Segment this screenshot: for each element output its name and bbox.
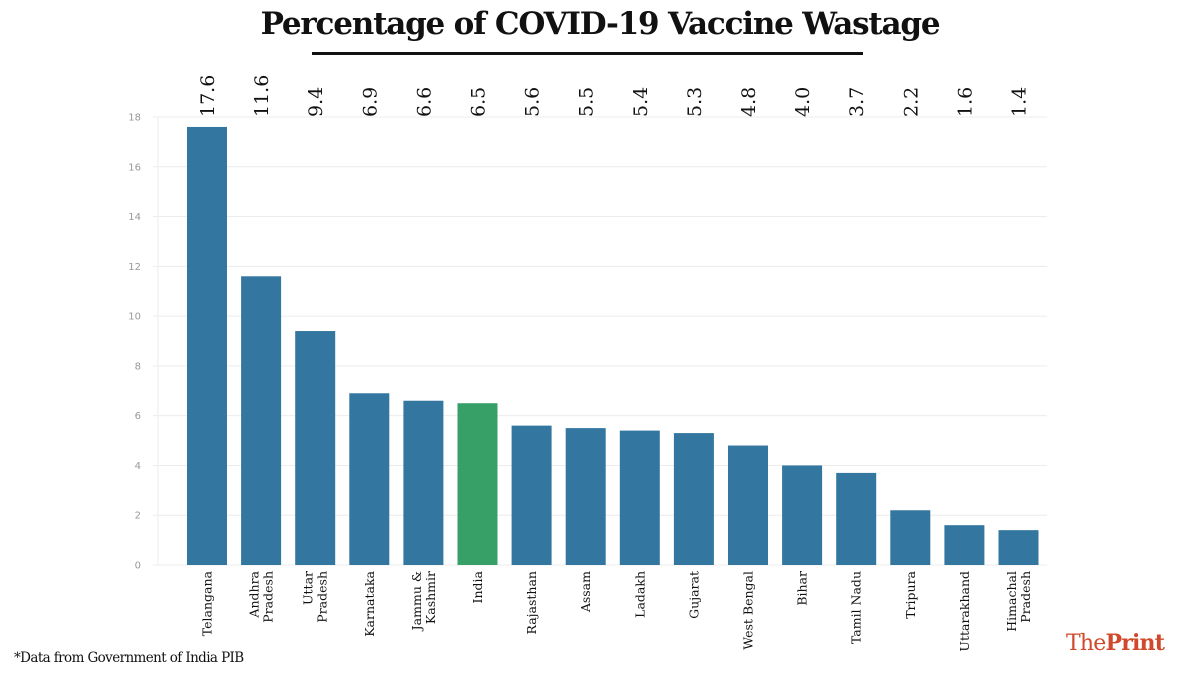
chart-title: Percentage of COVID-19 Vaccine Wastage: [260, 6, 941, 42]
y-tick-label: 6: [135, 411, 141, 422]
theprint-logo: ThePrint: [1066, 630, 1165, 656]
x-tick-label: Karnataka: [362, 570, 377, 636]
x-tick-label: Bihar: [795, 571, 810, 606]
logo-print: Print: [1105, 630, 1165, 656]
y-axis-ticks: 0 2 4 6 8 10 12 14 16 18: [128, 113, 141, 572]
y-tick-label: 4: [135, 461, 141, 472]
x-tick-label: Pradesh: [315, 571, 330, 623]
x-tick-label: Gujarat: [686, 571, 701, 619]
bar-highlight: [457, 403, 498, 565]
value-label: 11.6: [251, 75, 273, 117]
value-label: 17.6: [197, 75, 219, 117]
bar: [403, 400, 444, 565]
bar: [836, 472, 877, 565]
value-label: 5.3: [684, 87, 706, 117]
bar: [187, 126, 227, 565]
x-tick-label: Rajasthan: [524, 571, 539, 634]
bars: [187, 126, 1039, 565]
x-tick-label: Kashmir: [423, 571, 438, 624]
x-tick-label: Pradesh: [261, 571, 276, 623]
y-tick-label: 12: [128, 262, 141, 273]
bar: [349, 393, 390, 565]
value-label: 5.4: [630, 87, 652, 117]
y-tick-label: 8: [135, 361, 141, 372]
value-label: 6.6: [413, 87, 435, 117]
source-footnote: *Data from Government of India PIB: [14, 650, 244, 666]
bar: [944, 525, 985, 565]
bar: [619, 430, 660, 565]
value-label: 1.4: [1009, 87, 1031, 117]
y-tick-label: 14: [128, 212, 141, 223]
value-labels: 17.6 11.6 9.4 6.9 6.6 6.5 5.6 5.5 5.4 5.3 4.8 4.0 3.…: [197, 75, 1031, 117]
bar: [565, 428, 606, 565]
x-tick-label: Jammu &: [409, 571, 424, 632]
x-tick-label: West Bengal: [741, 571, 756, 650]
y-tick-label: 10: [128, 312, 141, 323]
y-tick-label: 16: [128, 162, 141, 173]
title-underline: [312, 52, 863, 55]
x-tick-label: Himachal: [1004, 571, 1019, 632]
x-tick-label: Tamil Nadu: [849, 571, 864, 644]
x-tick-label: India: [470, 570, 485, 603]
bar: [890, 510, 931, 565]
value-label: 5.5: [576, 87, 598, 117]
x-tick-label: Telangana: [200, 570, 215, 636]
x-tick-label: Uttar: [301, 571, 316, 605]
bar: [998, 530, 1039, 565]
x-tick-label: Assam: [578, 571, 593, 613]
bar: [673, 433, 714, 565]
bar: [511, 425, 552, 565]
logo-the: The: [1066, 631, 1106, 656]
x-tick-label: Pradesh: [1018, 571, 1033, 623]
value-label: 2.2: [900, 87, 922, 117]
value-label: 4.0: [792, 87, 814, 117]
x-tick-label: Ladakh: [632, 571, 647, 618]
y-tick-label: 2: [135, 511, 141, 522]
value-label: 5.6: [522, 87, 544, 117]
bar: [295, 331, 336, 565]
value-label: 3.7: [846, 87, 868, 117]
bar: [782, 465, 823, 565]
bar: [241, 276, 282, 565]
value-label: 6.9: [359, 87, 381, 117]
x-axis-labels: Telangana Andhra Pradesh Uttar Pradesh Karnat…: [200, 570, 1034, 651]
x-tick-label: Andhra: [247, 570, 262, 618]
value-label: 4.8: [738, 87, 760, 117]
value-label: 9.4: [305, 87, 327, 117]
y-tick-label: 0: [135, 561, 141, 572]
x-tick-label: Tripura: [903, 570, 918, 618]
value-label: 1.6: [954, 87, 976, 117]
x-tick-label: Uttarakhand: [957, 571, 972, 652]
bar: [728, 445, 768, 565]
value-label: 6.5: [468, 87, 490, 117]
y-tick-label: 18: [128, 113, 141, 124]
